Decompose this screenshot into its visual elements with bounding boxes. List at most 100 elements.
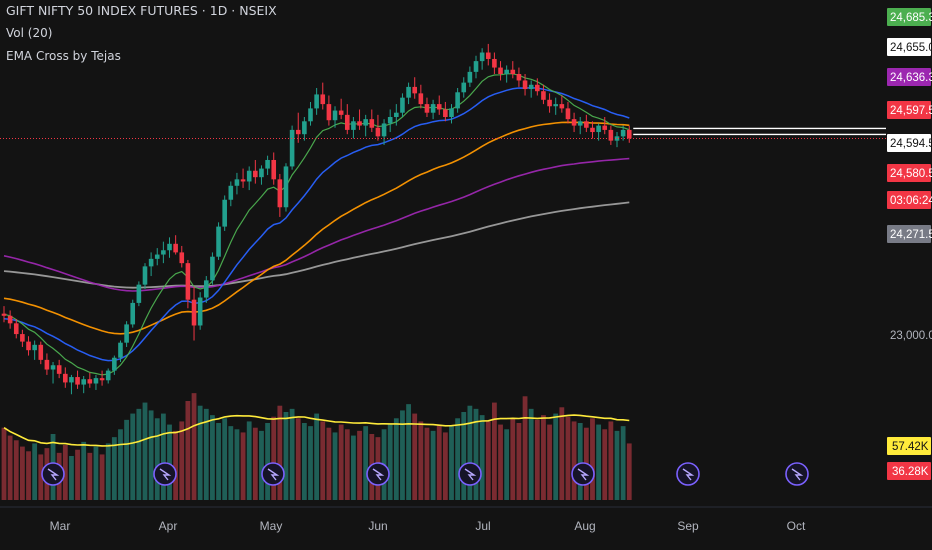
volume-bar bbox=[222, 418, 228, 500]
candle bbox=[449, 108, 454, 117]
volume-bar bbox=[565, 416, 571, 500]
volume-label-text: 36.28K bbox=[892, 466, 929, 478]
volume-indicator-label[interactable]: Vol (20) bbox=[6, 26, 53, 40]
candle bbox=[375, 127, 381, 137]
candle bbox=[302, 121, 307, 135]
candle bbox=[142, 266, 148, 285]
volume-bar bbox=[626, 443, 632, 500]
volume-bar bbox=[351, 435, 356, 500]
event-marker-icon bbox=[676, 462, 700, 486]
candles bbox=[1, 43, 632, 395]
candle bbox=[326, 104, 332, 121]
volume-bar bbox=[13, 440, 19, 500]
price-label-bg bbox=[887, 68, 931, 86]
volume-bar bbox=[492, 402, 497, 500]
event-marker-icon bbox=[785, 462, 809, 486]
volume-bar bbox=[528, 408, 534, 500]
volume-bar bbox=[75, 449, 80, 500]
ema-100-line bbox=[3, 157, 630, 292]
volume-bar bbox=[308, 426, 313, 500]
candle bbox=[418, 93, 424, 105]
event-marker-ring bbox=[41, 462, 65, 486]
price-label-text: 03:06:24 bbox=[890, 195, 932, 207]
candle bbox=[553, 104, 558, 107]
volume-bar bbox=[400, 410, 405, 500]
volume-bar bbox=[485, 421, 491, 500]
chart-title[interactable]: GIFT NIFTY 50 INDEX FUTURES · 1D · NSEIX bbox=[6, 3, 277, 18]
candle bbox=[467, 71, 473, 83]
candle bbox=[492, 58, 497, 68]
price-label-bg bbox=[887, 191, 931, 209]
candle bbox=[105, 370, 111, 381]
price-axis-label: 24,655.0 bbox=[887, 38, 932, 56]
volume-bars bbox=[1, 393, 632, 500]
candle bbox=[136, 284, 142, 303]
event-marker-ring bbox=[676, 462, 700, 486]
time-axis-label: Sep bbox=[677, 519, 699, 533]
time-axis-label: Apr bbox=[159, 519, 178, 533]
volume-bar bbox=[406, 404, 411, 500]
candle bbox=[510, 69, 516, 75]
candle bbox=[50, 365, 56, 370]
volume-bar bbox=[173, 430, 179, 500]
volume-bar bbox=[620, 426, 626, 500]
candle bbox=[455, 92, 460, 109]
volume-bar bbox=[424, 427, 430, 500]
volume-bar bbox=[320, 421, 326, 500]
event-marker-glyph bbox=[577, 468, 590, 481]
volume-bar bbox=[534, 419, 540, 500]
event-marker-glyph bbox=[682, 468, 695, 481]
candle bbox=[436, 104, 442, 110]
volume-bar bbox=[19, 446, 25, 500]
candle bbox=[626, 129, 632, 139]
event-marker-icon bbox=[41, 462, 65, 486]
volume-bar bbox=[522, 396, 528, 500]
volume-bar bbox=[516, 423, 522, 500]
volume-bar bbox=[571, 421, 577, 500]
volume-bar bbox=[326, 427, 332, 500]
ema-21-line bbox=[3, 87, 630, 362]
candle bbox=[504, 69, 509, 75]
price-label-bg bbox=[887, 38, 931, 56]
volume-label-text: 57.42K bbox=[892, 441, 929, 453]
volume-bar bbox=[154, 418, 160, 500]
price-axis-label: 24,594.5 bbox=[887, 134, 932, 152]
volume-bar bbox=[332, 432, 338, 500]
volume-bar bbox=[289, 408, 295, 500]
ema-indicator-label[interactable]: EMA Cross by Tejas bbox=[6, 49, 121, 63]
volume-bar bbox=[105, 443, 111, 500]
price-label-bg bbox=[887, 8, 931, 26]
volume-bar bbox=[614, 430, 620, 500]
candle bbox=[344, 114, 350, 130]
price-axis-label: 24,597.5 bbox=[887, 101, 932, 119]
volume-bar bbox=[142, 402, 148, 500]
volume-bar bbox=[216, 423, 221, 500]
candle bbox=[498, 67, 503, 75]
volume-bar bbox=[479, 415, 485, 500]
volume-bar bbox=[357, 430, 362, 500]
candle bbox=[154, 254, 160, 259]
volume-bar bbox=[81, 441, 87, 500]
volume-bar bbox=[1, 427, 7, 500]
candle bbox=[26, 341, 31, 351]
volume-bar bbox=[136, 408, 142, 500]
volume-bar bbox=[111, 437, 117, 500]
event-marker-glyph bbox=[267, 468, 280, 481]
price-label-text: 24,271.5 bbox=[890, 229, 932, 241]
candle bbox=[167, 243, 172, 251]
candle bbox=[197, 297, 203, 326]
candle bbox=[541, 91, 546, 100]
candle bbox=[173, 243, 178, 253]
volume-bar bbox=[510, 418, 516, 500]
volume-bar bbox=[259, 430, 264, 500]
candle bbox=[400, 97, 405, 113]
candle bbox=[99, 378, 105, 381]
volume-bar bbox=[228, 426, 234, 500]
volume-bar bbox=[148, 410, 154, 500]
volume-bar bbox=[559, 407, 565, 500]
volume-bar bbox=[436, 424, 442, 500]
candle bbox=[308, 108, 313, 122]
candle bbox=[516, 74, 522, 81]
